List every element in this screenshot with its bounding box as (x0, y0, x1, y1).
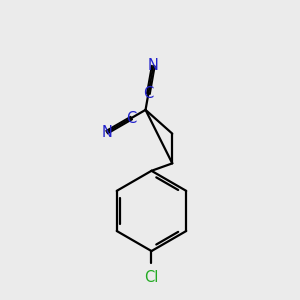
Text: C: C (143, 86, 154, 101)
Text: C: C (126, 110, 136, 125)
Text: N: N (148, 58, 159, 74)
Text: N: N (101, 125, 112, 140)
Text: Cl: Cl (144, 270, 159, 285)
